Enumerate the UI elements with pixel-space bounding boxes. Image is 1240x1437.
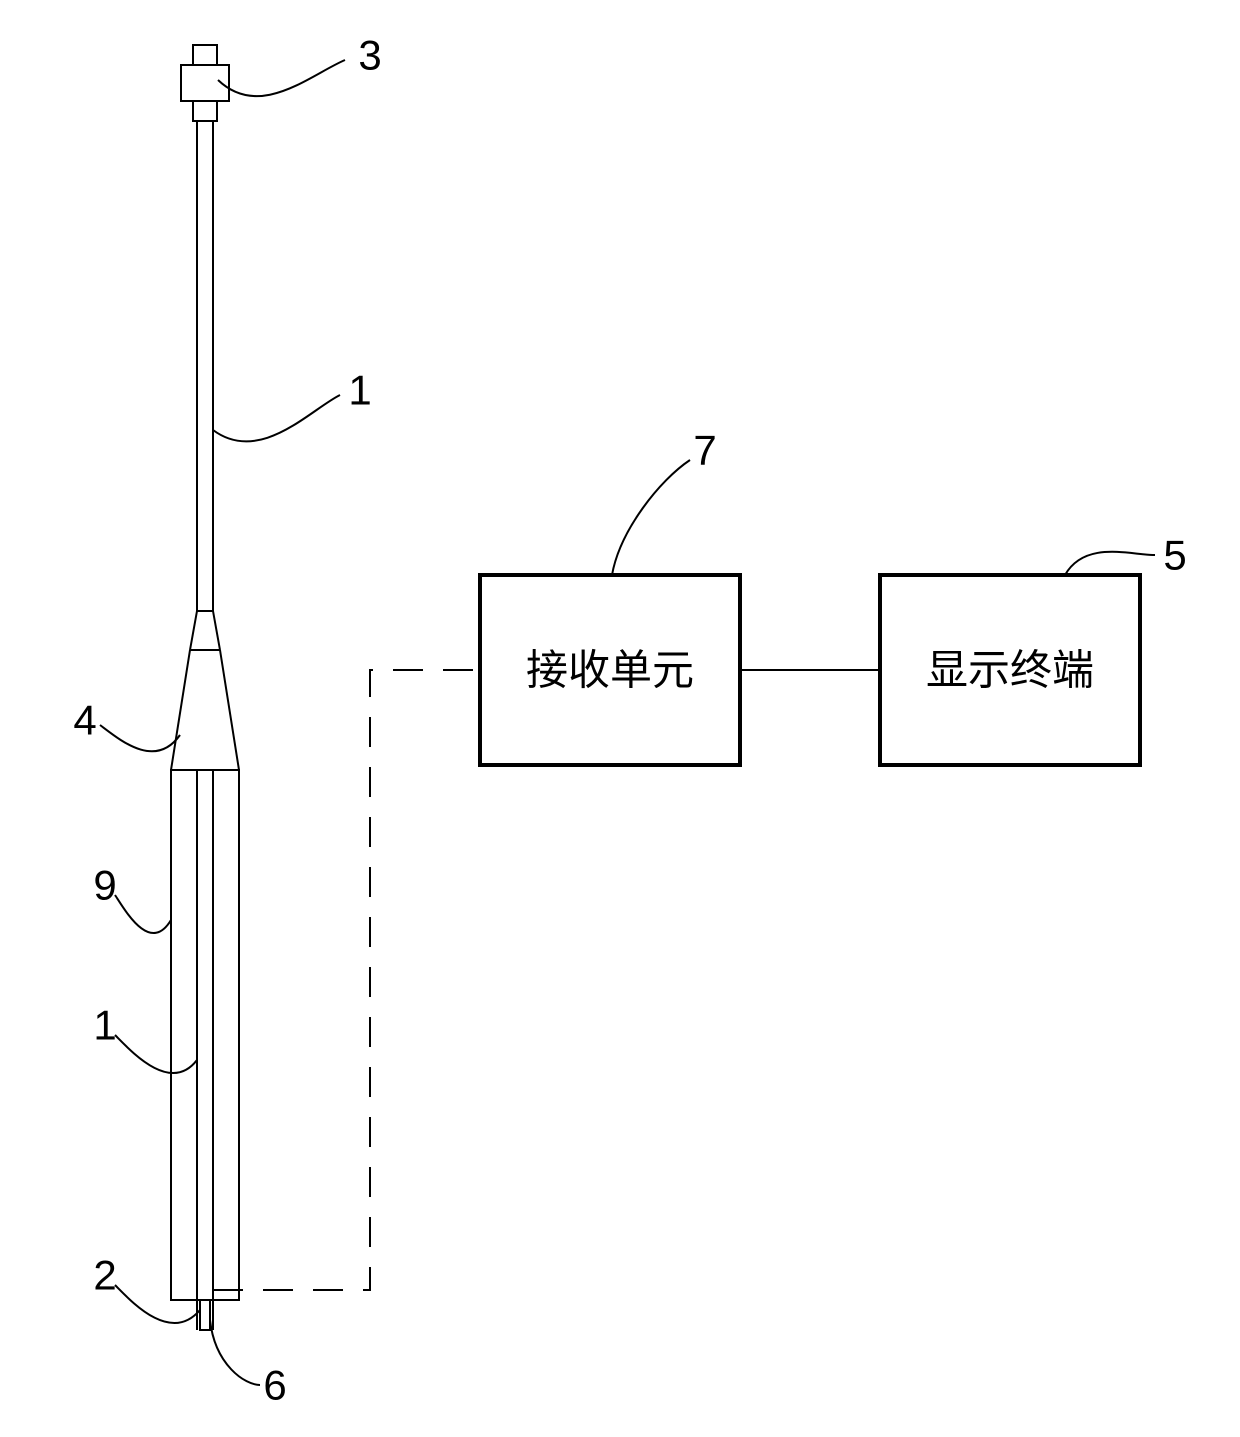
callout-leader-3	[218, 60, 345, 96]
receiver-label: 接收单元	[526, 647, 694, 694]
callout-leader-1a	[213, 395, 340, 441]
display-label: 显示终端	[926, 647, 1094, 694]
callout-label-1a: 1	[348, 367, 371, 414]
connector-bottom	[193, 101, 217, 121]
upper-tube	[197, 121, 213, 611]
callout-label-6: 6	[263, 1362, 286, 1409]
lower-outer-sleeve	[171, 770, 239, 1300]
wireless-link	[213, 670, 480, 1290]
callout-label-4: 4	[73, 697, 96, 744]
callout-leader-7	[612, 460, 690, 575]
callout-label-5: 5	[1163, 532, 1186, 579]
sensor-tip	[200, 1300, 210, 1330]
callout-label-2: 2	[93, 1252, 116, 1299]
callout-label-9: 9	[93, 862, 116, 909]
callout-leader-4	[100, 725, 180, 751]
funnel	[171, 650, 239, 770]
upper-taper	[190, 611, 220, 650]
connector-top	[193, 45, 217, 65]
callout-leader-5	[1065, 552, 1155, 575]
callout-label-1b: 1	[93, 1002, 116, 1049]
callout-leader-1b	[115, 1035, 197, 1073]
callout-leader-6	[210, 1320, 260, 1385]
callout-label-7: 7	[693, 427, 716, 474]
callout-leader-9	[115, 895, 171, 933]
callout-label-3: 3	[358, 32, 381, 79]
callout-leader-2	[115, 1285, 200, 1323]
